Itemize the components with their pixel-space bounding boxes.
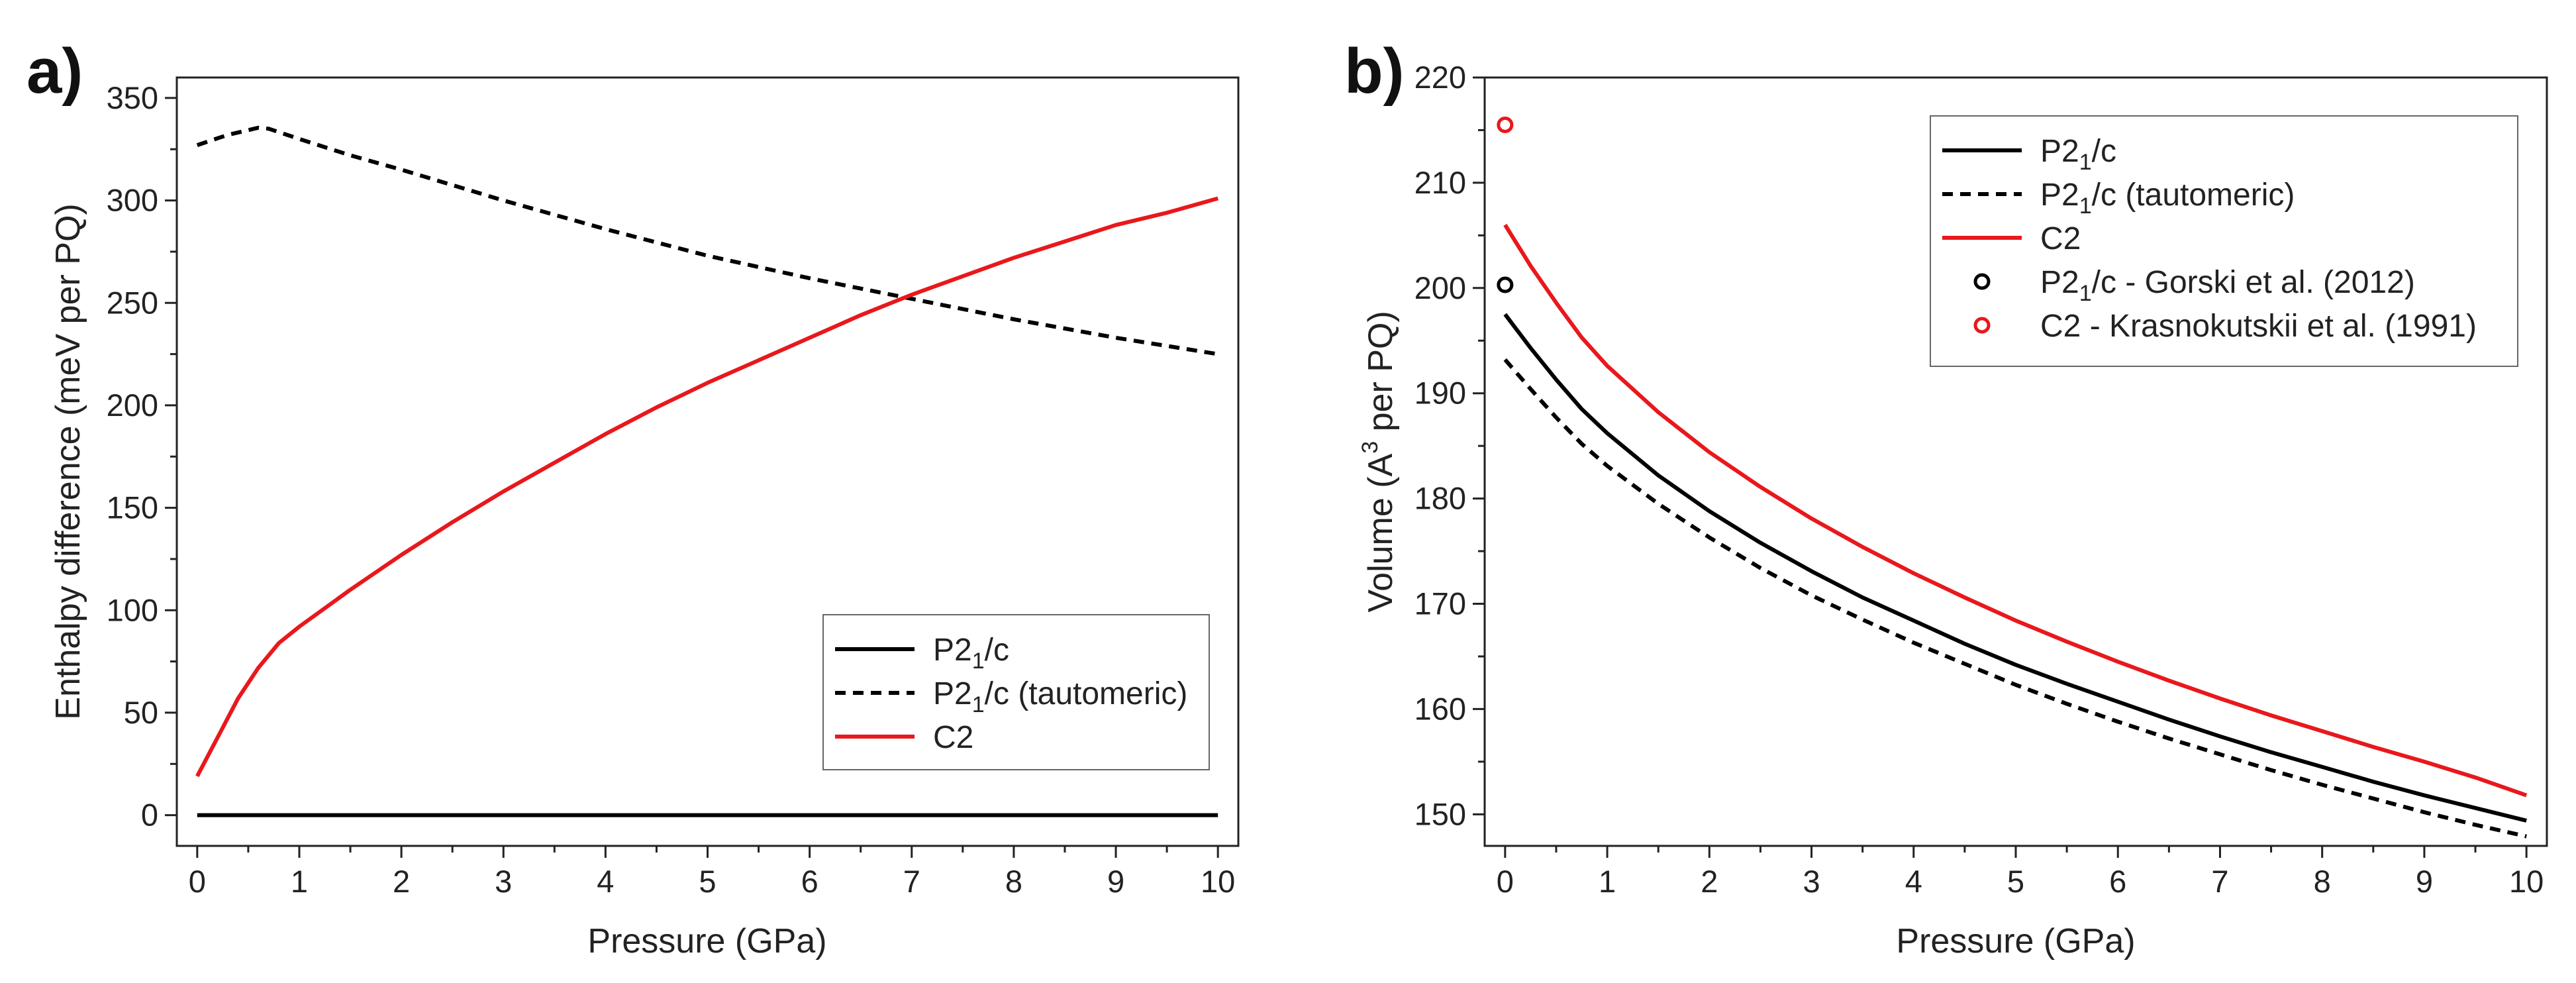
a-x-tick-label: 2: [393, 864, 410, 899]
a-y-tick-label: 0: [141, 798, 158, 833]
b-y-tick-label: 210: [1414, 165, 1466, 200]
b-legend-label-3: C2: [2040, 221, 2081, 256]
b-y-tick-label: 150: [1414, 796, 1466, 831]
b-x-tick-label: 6: [2109, 864, 2126, 899]
b-series-2-line: [1503, 358, 2527, 839]
a-legend-label-3: C2: [933, 720, 973, 755]
b-series-5-point: [1497, 117, 1514, 134]
b-y-tick-label: 180: [1414, 481, 1466, 516]
b-legend-label-2: P21/c (tautomeric): [2040, 178, 2295, 219]
a-y-tick-label: 100: [107, 592, 158, 627]
b-legend-marker-5: [1973, 317, 1991, 334]
panel-b-y-axis-title-pre: Volume (A: [1362, 453, 1400, 612]
b-x-tick-label: 8: [2314, 864, 2331, 899]
panel-b-label: b): [1344, 36, 1405, 107]
b-x-tick-label: 7: [2211, 864, 2228, 899]
b-series-1-line: [1503, 313, 2527, 823]
a-x-tick-label: 7: [903, 864, 920, 899]
b-y-tick-label: 200: [1414, 270, 1466, 305]
b-legend-box: [1930, 115, 2518, 367]
b-y-tick-label: 220: [1414, 60, 1466, 95]
panel-a-x-axis-title: Pressure (GPa): [587, 922, 826, 960]
b-series-3-line: [1503, 223, 2528, 798]
a-x-tick-label: 0: [189, 864, 206, 899]
b-x-tick-label: 1: [1599, 864, 1616, 899]
panel-a-y-axis-title: Enthalpy difference (meV per PQ): [49, 203, 87, 719]
b-y-tick-label: 160: [1414, 691, 1466, 726]
b-x-tick-label: 5: [2007, 864, 2024, 899]
a-y-tick-label: 350: [107, 80, 158, 115]
b-series-4-point: [1497, 276, 1514, 293]
a-x-tick-label: 4: [597, 864, 614, 899]
a-x-tick-label: 10: [1201, 864, 1235, 899]
panel-a-label: a): [26, 36, 83, 107]
a-y-tick-label: 300: [107, 183, 158, 218]
a-x-tick-label: 6: [801, 864, 818, 899]
a-y-tick-label: 150: [107, 490, 158, 525]
a-legend-box: [822, 614, 1210, 770]
a-x-tick-label: 8: [1005, 864, 1022, 899]
a-y-tick-label: 200: [107, 388, 158, 423]
b-legend-label-1: P21/c: [2040, 134, 2116, 175]
panel-b-x-axis-title: Pressure (GPa): [1896, 922, 2135, 960]
a-x-tick-label: 9: [1107, 864, 1124, 899]
b-y-tick-label: 170: [1414, 586, 1466, 621]
b-legend-marker-4: [1973, 273, 1991, 290]
b-legend-label-5: C2 - Krasnokutskii et al. (1991): [2040, 309, 2477, 344]
panel-b-y-axis-title-sup: 3: [1358, 441, 1383, 454]
b-x-tick-label: 9: [2416, 864, 2433, 899]
a-legend-label-2: P21/c (tautomeric): [933, 676, 1187, 717]
a-legend-label-1: P21/c: [933, 633, 1009, 674]
a-y-tick-label: 50: [124, 695, 158, 730]
a-x-tick-label: 5: [699, 864, 716, 899]
a-y-tick-label: 250: [107, 285, 158, 320]
b-x-tick-label: 0: [1497, 864, 1514, 899]
a-series-3-line: [195, 196, 1219, 778]
b-x-tick-label: 10: [2509, 864, 2544, 899]
panel-b-y-axis-title: Volume (A3 per PQ): [1358, 311, 1400, 612]
a-x-tick-label: 1: [291, 864, 308, 899]
b-x-tick-label: 2: [1701, 864, 1718, 899]
b-legend-label-4: P21/c - Gorski et al. (2012): [2040, 265, 2415, 306]
b-x-tick-label: 4: [1905, 864, 1922, 899]
a-series-2-line: [196, 125, 1218, 356]
a-x-tick-label: 3: [495, 864, 512, 899]
b-y-tick-label: 190: [1414, 376, 1466, 411]
panel-b-y-axis-title-post: per PQ): [1362, 311, 1400, 441]
b-x-tick-label: 3: [1803, 864, 1820, 899]
panel-b-chart: b) 0 1 2 3 4 5 6 7 8 9 10150160170180190200210220 …: [1344, 36, 2548, 960]
